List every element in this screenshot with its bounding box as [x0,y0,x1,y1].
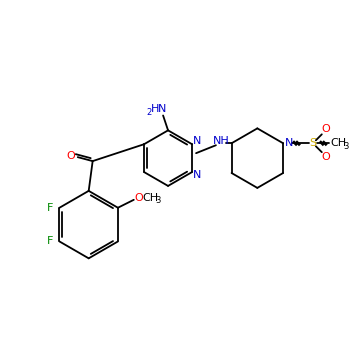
Text: 3: 3 [155,196,160,205]
Text: F: F [47,203,54,213]
Text: O: O [134,193,143,203]
Text: H: H [151,104,159,113]
Text: O: O [321,124,330,134]
Text: O: O [321,152,330,162]
Text: O: O [66,151,75,161]
Text: S: S [309,138,316,148]
Text: N: N [193,170,201,180]
Text: 2: 2 [147,108,152,117]
Text: N: N [285,138,293,148]
Text: F: F [47,237,54,246]
Text: CH: CH [142,193,159,203]
Text: 3: 3 [343,142,348,151]
Text: N: N [158,104,166,113]
Text: NH: NH [212,136,229,146]
Text: CH: CH [331,138,347,148]
Text: N: N [193,136,201,146]
